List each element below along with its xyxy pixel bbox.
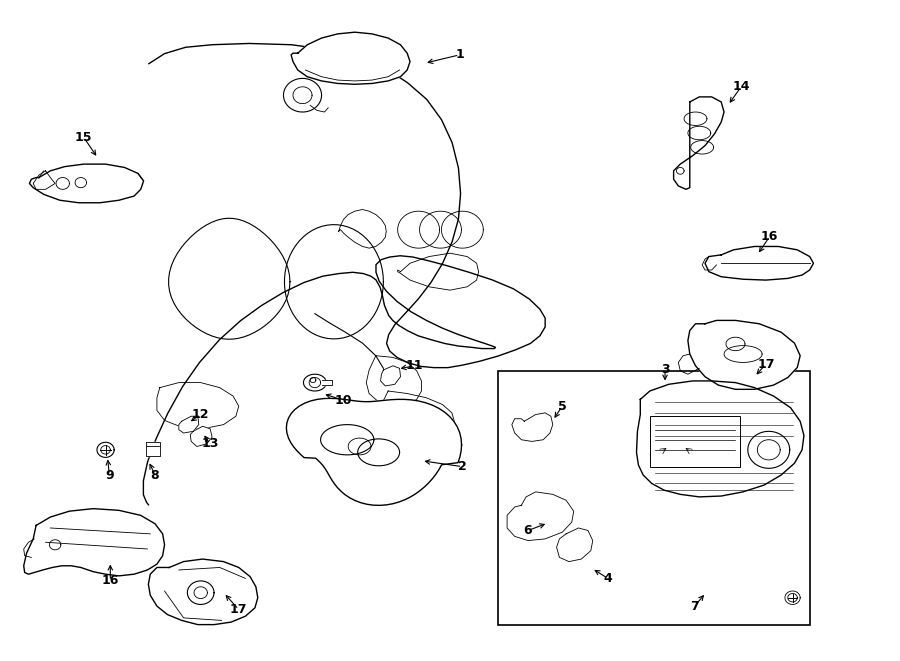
Text: 16: 16 <box>761 230 778 243</box>
Text: 14: 14 <box>733 80 750 93</box>
Polygon shape <box>556 528 593 562</box>
Polygon shape <box>291 32 410 85</box>
Polygon shape <box>147 442 160 455</box>
Polygon shape <box>23 509 165 576</box>
Polygon shape <box>30 164 144 203</box>
Bar <box>650 416 740 467</box>
Text: 4: 4 <box>604 572 612 585</box>
Text: 11: 11 <box>405 360 423 372</box>
Polygon shape <box>381 366 400 386</box>
Text: 7: 7 <box>690 600 699 613</box>
Text: 5: 5 <box>558 400 567 412</box>
Text: 1: 1 <box>455 48 464 61</box>
Text: 17: 17 <box>757 358 775 371</box>
Text: 9: 9 <box>105 469 113 481</box>
Polygon shape <box>636 381 804 497</box>
Text: 3: 3 <box>661 364 670 377</box>
Text: 15: 15 <box>75 131 93 143</box>
Polygon shape <box>512 413 553 442</box>
Polygon shape <box>179 416 199 433</box>
Text: 6: 6 <box>524 524 532 537</box>
Text: 13: 13 <box>202 438 219 450</box>
Text: 2: 2 <box>458 460 467 473</box>
Polygon shape <box>688 321 800 389</box>
Polygon shape <box>190 426 212 446</box>
Text: 12: 12 <box>192 408 210 421</box>
Polygon shape <box>673 97 724 189</box>
Text: 16: 16 <box>102 574 119 588</box>
Polygon shape <box>322 380 332 385</box>
Text: 8: 8 <box>150 469 159 481</box>
Text: 10: 10 <box>335 394 352 407</box>
Polygon shape <box>286 399 462 506</box>
Polygon shape <box>507 492 573 541</box>
Bar <box>498 371 810 625</box>
Polygon shape <box>705 247 814 280</box>
Text: 17: 17 <box>230 603 248 616</box>
Polygon shape <box>148 559 257 625</box>
